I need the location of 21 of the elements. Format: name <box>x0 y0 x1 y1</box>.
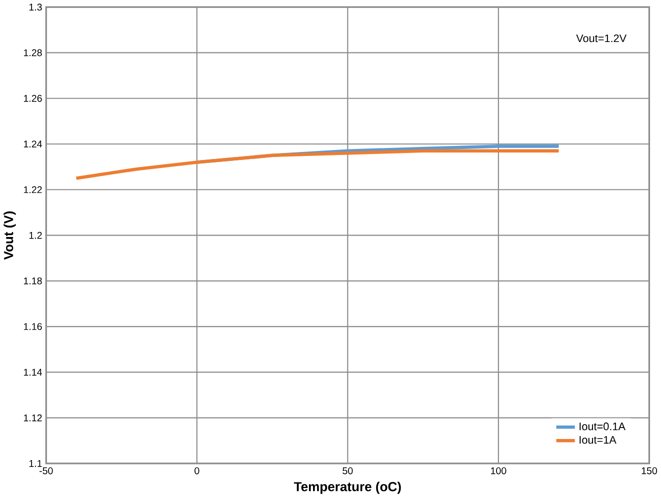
annotation: Vout=1.2V <box>576 34 627 42</box>
y-tick-label: 1.26 <box>24 94 42 102</box>
y-tick-label: 1.16 <box>24 322 42 330</box>
x-tick-label: 0 <box>194 467 200 474</box>
x-axis-title: Temperature (oC) <box>294 481 401 494</box>
y-tick-label: 1.18 <box>24 277 42 284</box>
y-tick-label: 1.12 <box>24 414 42 422</box>
y-axis-title: Vout (V) <box>4 211 16 260</box>
y-tick-label: 1.28 <box>24 49 42 56</box>
x-tick-label: 50 <box>342 467 353 474</box>
x-tick-label: -50 <box>39 467 53 474</box>
y-tick-label: 1.2 <box>29 232 42 238</box>
y-tick-label: 1.24 <box>24 140 42 148</box>
y-tick-label: 1.1 <box>29 460 42 467</box>
x-tick-label: 100 <box>491 467 506 474</box>
y-tick-label: 1.22 <box>24 186 42 193</box>
legend-label: Iout=1A <box>580 436 616 444</box>
legend-label: Iout=0.1A <box>580 422 626 430</box>
x-tick-label: 150 <box>642 467 657 474</box>
y-tick-label: 1.3 <box>29 3 42 10</box>
y-tick-label: 1.14 <box>24 368 42 376</box>
